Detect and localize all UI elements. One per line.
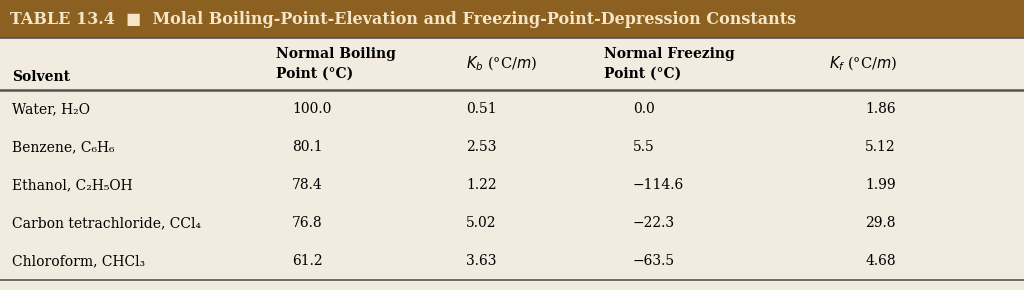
Text: 5.02: 5.02 [466,216,497,230]
Text: 100.0: 100.0 [292,102,331,116]
Text: Solvent: Solvent [12,70,71,84]
Text: 61.2: 61.2 [292,254,323,268]
Text: 1.86: 1.86 [865,102,896,116]
Text: Chloroform, CHCl₃: Chloroform, CHCl₃ [12,254,145,268]
Text: 0.0: 0.0 [633,102,654,116]
Text: $K_f$ (°C/$m$): $K_f$ (°C/$m$) [829,55,898,73]
Text: −114.6: −114.6 [633,178,684,192]
Text: 5.5: 5.5 [633,140,654,154]
Text: Water, H₂O: Water, H₂O [12,102,90,116]
Text: TABLE 13.4  ■  Molal Boiling-Point-Elevation and Freezing-Point-Depression Const: TABLE 13.4 ■ Molal Boiling-Point-Elevati… [10,10,796,28]
Text: 80.1: 80.1 [292,140,323,154]
Text: 2.53: 2.53 [466,140,497,154]
Text: 76.8: 76.8 [292,216,323,230]
Text: $K_b$ (°C/$m$): $K_b$ (°C/$m$) [466,55,538,73]
Text: −63.5: −63.5 [633,254,675,268]
Text: Carbon tetrachloride, CCl₄: Carbon tetrachloride, CCl₄ [12,216,202,230]
Text: 1.22: 1.22 [466,178,497,192]
Bar [0,0,1024,38]
Text: 1.99: 1.99 [865,178,896,192]
Text: Benzene, C₆H₆: Benzene, C₆H₆ [12,140,115,154]
Text: Normal Boiling: Normal Boiling [276,47,396,61]
Text: Point (°C): Point (°C) [276,67,353,81]
Text: 3.63: 3.63 [466,254,497,268]
Text: −22.3: −22.3 [633,216,675,230]
Text: 4.68: 4.68 [865,254,896,268]
Text: 5.12: 5.12 [865,140,896,154]
Text: 29.8: 29.8 [865,216,896,230]
Text: Point (°C): Point (°C) [604,67,681,81]
Text: Ethanol, C₂H₅OH: Ethanol, C₂H₅OH [12,178,133,192]
Text: 0.51: 0.51 [466,102,497,116]
Text: Normal Freezing: Normal Freezing [604,47,735,61]
Text: 78.4: 78.4 [292,178,323,192]
